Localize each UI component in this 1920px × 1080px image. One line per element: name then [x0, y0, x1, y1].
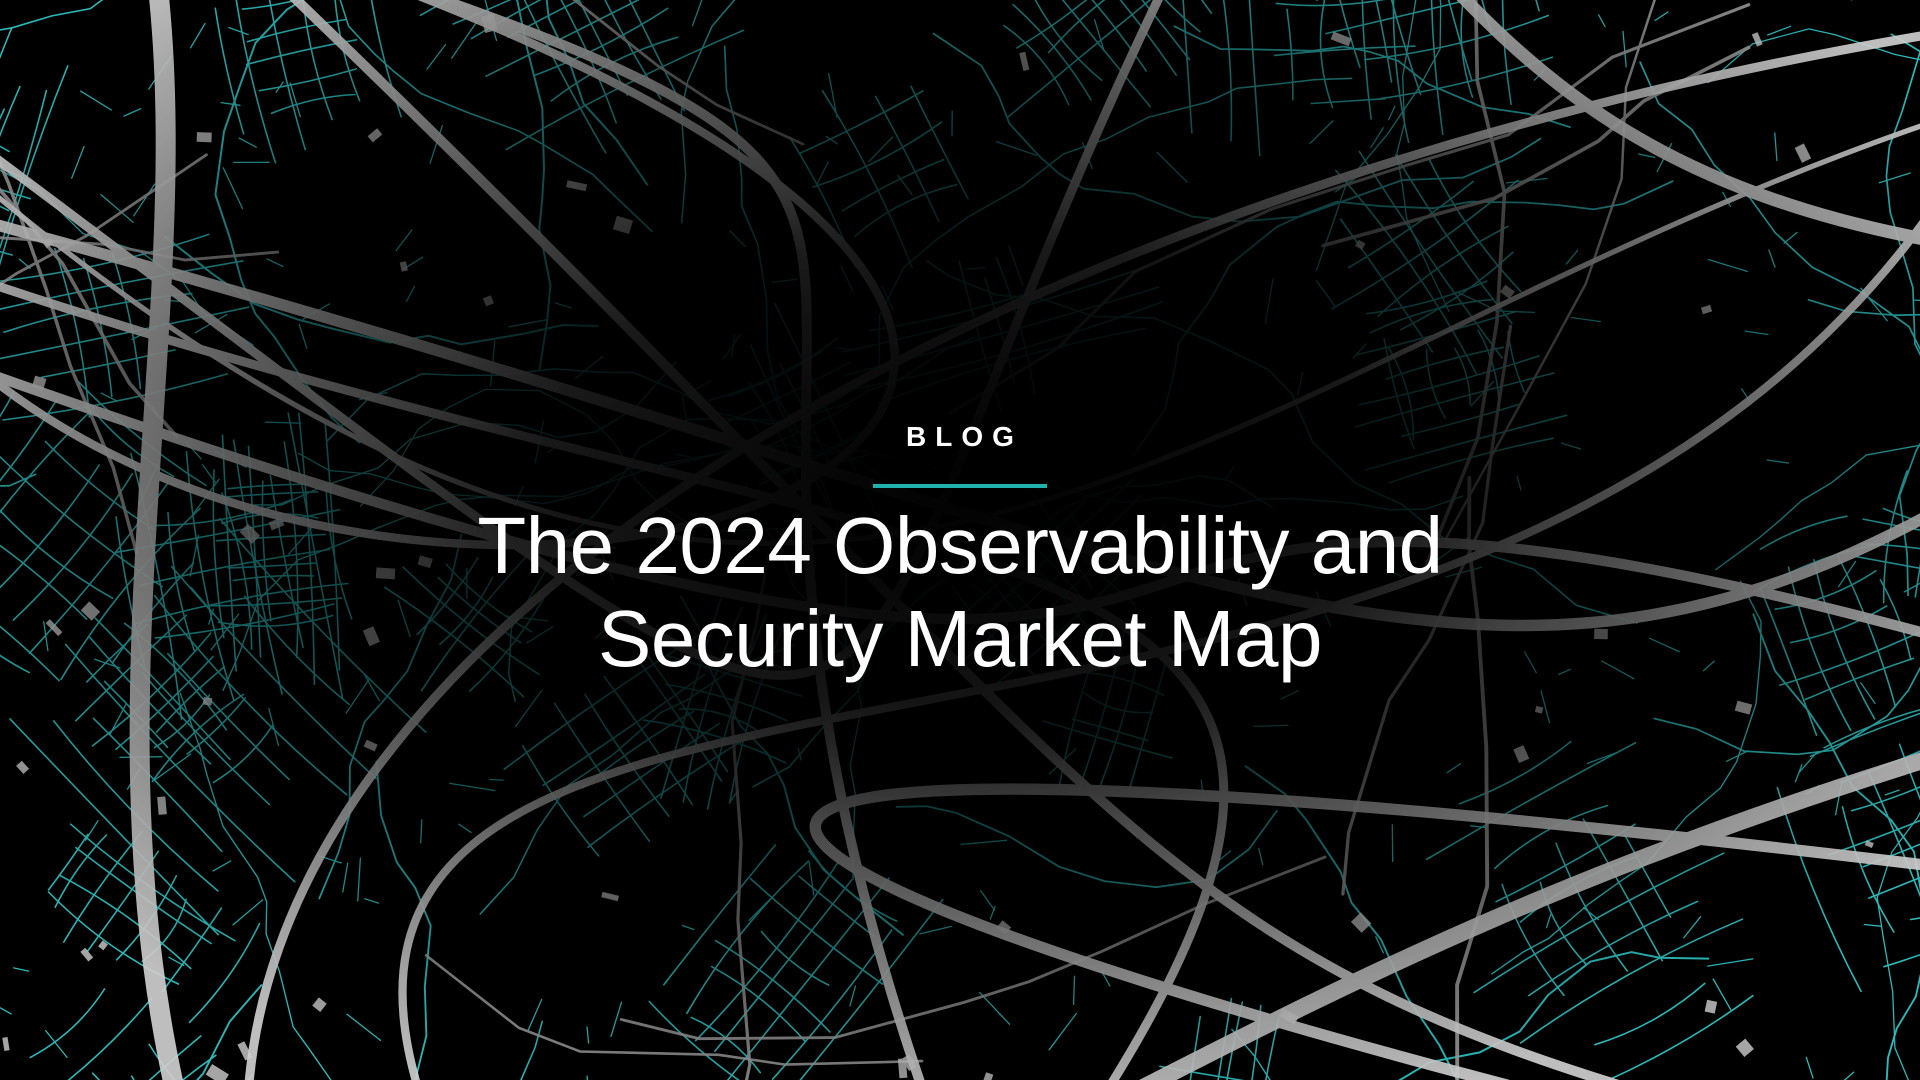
city-map-background [0, 0, 1920, 1080]
hero-banner: BLOG The 2024 Observability and Security… [0, 0, 1920, 1080]
